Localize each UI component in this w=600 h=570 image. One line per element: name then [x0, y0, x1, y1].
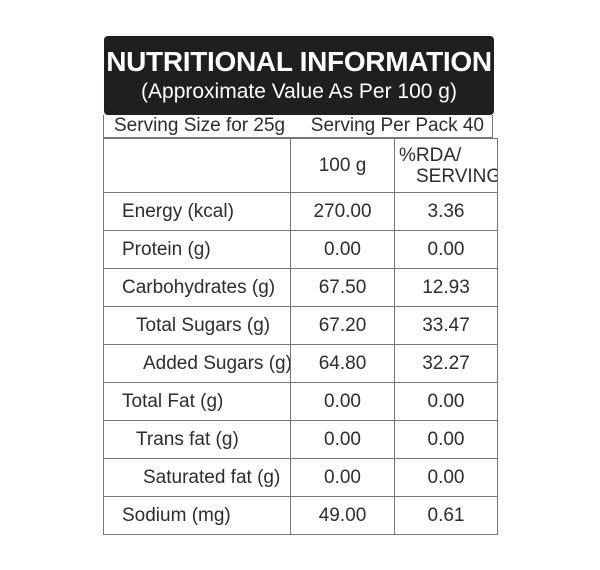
header-rda-text: %RDA/ SERVING [396, 144, 498, 187]
amount-value: 49.00 [290, 496, 395, 535]
table-row: Total Fat (g) 0.00 0.00 [103, 382, 498, 421]
rda-value: 0.00 [394, 420, 498, 459]
rda-value: 0.00 [394, 382, 498, 421]
rda-value: 0.61 [394, 496, 498, 535]
table-row: Trans fat (g) 0.00 0.00 [103, 420, 498, 459]
rda-value: 33.47 [394, 306, 498, 345]
amount-value: 0.00 [290, 230, 395, 269]
amount-value: 67.20 [290, 306, 395, 345]
header-rda-line1: %RDA/ [399, 144, 462, 166]
table-row: Protein (g) 0.00 0.00 [103, 230, 498, 269]
row-label: Energy (kcal) [103, 192, 291, 231]
label-subtitle: (Approximate Value As Per 100 g) [141, 80, 457, 103]
row-label: Sodium (mg) [103, 496, 291, 535]
row-label: Saturated fat (g) [103, 458, 291, 497]
row-label: Trans fat (g) [103, 420, 291, 459]
serving-per-pack-text: Serving Per Pack 40 [310, 114, 484, 136]
nutrition-table: 100 g %RDA/ SERVING Energy (kcal) 270.00… [103, 138, 498, 535]
header-empty-cell [103, 138, 291, 193]
amount-value: 64.80 [290, 344, 395, 383]
rda-value: 32.27 [394, 344, 498, 383]
amount-value: 0.00 [290, 420, 395, 459]
label-title: NUTRITIONAL INFORMATION [106, 46, 492, 77]
table-row: Sodium (mg) 49.00 0.61 [103, 496, 498, 535]
label-header: NUTRITIONAL INFORMATION (Approximate Val… [104, 36, 494, 115]
header-rda-line2: SERVING [416, 165, 498, 187]
rda-value: 3.36 [394, 192, 498, 231]
nutrition-label: NUTRITIONAL INFORMATION (Approximate Val… [103, 36, 498, 535]
header-rda-cell: %RDA/ SERVING [394, 138, 498, 193]
serving-size-text: Serving Size for 25g [114, 114, 286, 136]
header-amount-cell: 100 g [290, 138, 395, 193]
row-label: Protein (g) [103, 230, 291, 269]
serving-info-bar: Serving Size for 25g Serving Per Pack 40 [103, 115, 493, 138]
row-label: Total Sugars (g) [103, 306, 291, 345]
amount-value: 0.00 [290, 458, 395, 497]
amount-value: 67.50 [290, 268, 395, 307]
table-row: Energy (kcal) 270.00 3.36 [103, 192, 498, 231]
row-label: Total Fat (g) [103, 382, 291, 421]
amount-value: 270.00 [290, 192, 395, 231]
row-label: Carbohydrates (g) [103, 268, 291, 307]
rda-value: 0.00 [394, 230, 498, 269]
table-row: Saturated fat (g) 0.00 0.00 [103, 458, 498, 497]
rda-value: 0.00 [394, 458, 498, 497]
table-row: Added Sugars (g) 64.80 32.27 [103, 344, 498, 383]
table-header-row: 100 g %RDA/ SERVING [103, 138, 498, 193]
table-row: Total Sugars (g) 67.20 33.47 [103, 306, 498, 345]
amount-value: 0.00 [290, 382, 395, 421]
table-row: Carbohydrates (g) 67.50 12.93 [103, 268, 498, 307]
row-label: Added Sugars (g) [103, 344, 291, 383]
rda-value: 12.93 [394, 268, 498, 307]
